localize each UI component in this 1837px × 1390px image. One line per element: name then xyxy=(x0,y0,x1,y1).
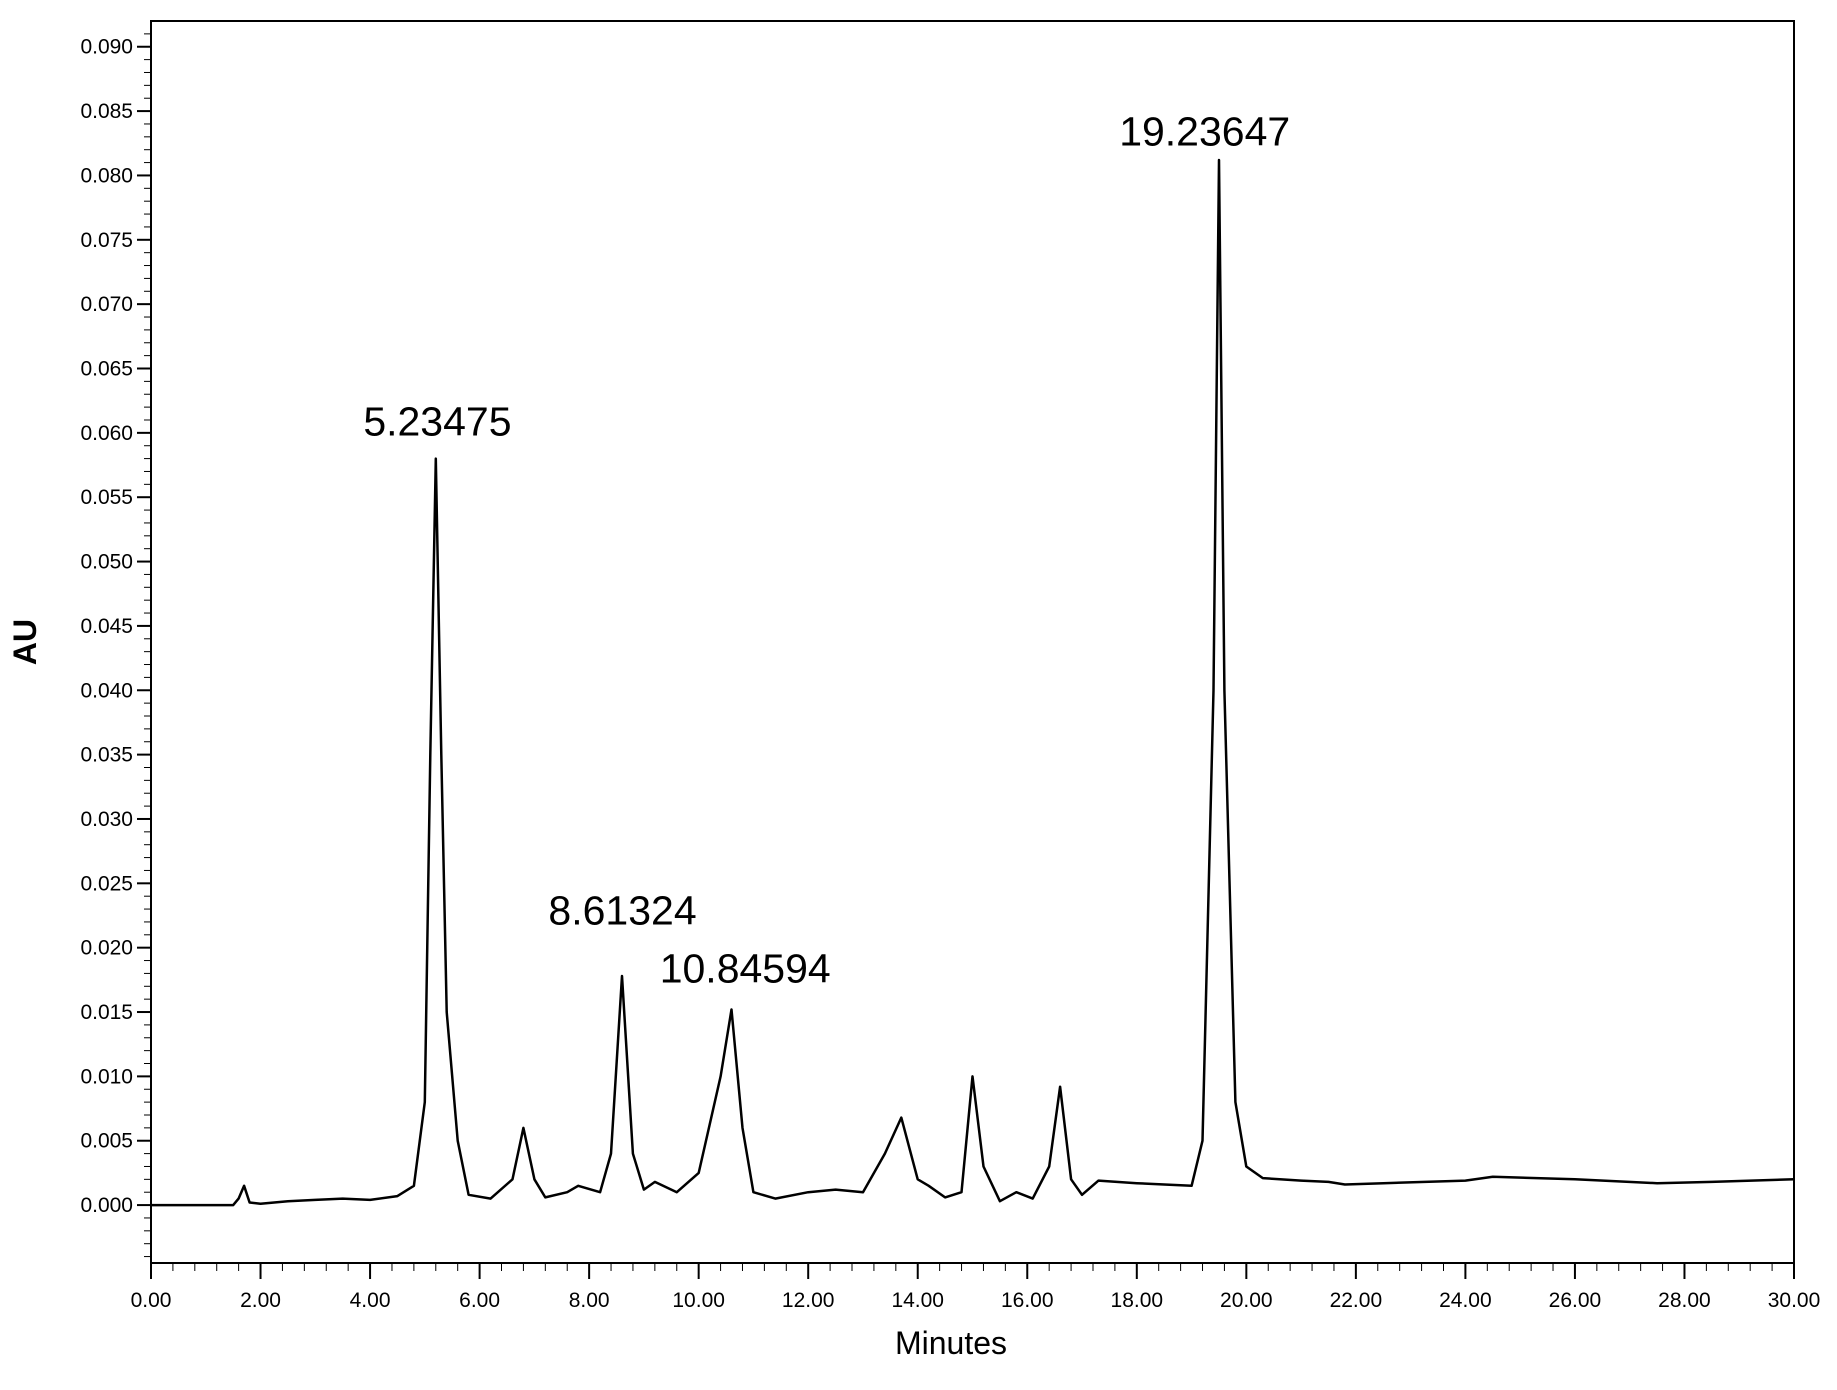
x-axis-ticks: 0.00 2.00 4.00 6.00 8.00 10.00 12.00 14.00 16.00… xyxy=(131,1263,1821,1312)
y-tick-label: 0.055 xyxy=(80,486,133,509)
x-tick-label: 16.00 xyxy=(1001,1289,1054,1312)
x-tick-label: 6.00 xyxy=(459,1289,500,1312)
y-tick-label: 0.080 xyxy=(80,164,133,187)
x-tick-label: 24.00 xyxy=(1439,1289,1492,1312)
y-tick-label: 0.050 xyxy=(80,551,133,574)
peak-label: 8.61324 xyxy=(548,887,696,933)
y-tick-label: 0.045 xyxy=(80,615,133,638)
peak-labels: 5.23475 8.61324 10.84594 19.23647 xyxy=(363,109,1290,992)
x-tick-label: 4.00 xyxy=(350,1289,391,1312)
y-tick-label: 0.075 xyxy=(80,229,133,252)
chromatogram-trace xyxy=(151,158,1795,1207)
x-tick-label: 22.00 xyxy=(1330,1289,1383,1312)
peak-label: 19.23647 xyxy=(1119,109,1290,155)
x-tick-label: 8.00 xyxy=(569,1289,610,1312)
y-tick-label: 0.010 xyxy=(80,1065,133,1088)
plot-frame xyxy=(150,20,1795,1264)
x-tick-label: 10.00 xyxy=(672,1289,725,1312)
peak-label: 10.84594 xyxy=(660,945,831,991)
x-minor-ticks xyxy=(150,1263,1795,1271)
y-tick-label: 0.060 xyxy=(80,422,133,445)
y-axis-ticks: 0.000 0.005 0.010 0.015 0.020 0.025 0.030 0.035… xyxy=(80,36,151,1217)
y-tick-label: 0.000 xyxy=(80,1194,133,1217)
x-axis-title: Minutes xyxy=(895,1325,1007,1361)
y-tick-label: 0.025 xyxy=(80,872,133,895)
y-minor-ticks xyxy=(144,33,151,1258)
y-tick-label: 0.015 xyxy=(80,1001,133,1024)
y-tick-label: 0.085 xyxy=(80,100,133,123)
y-tick-label: 0.040 xyxy=(80,679,133,702)
x-tick-label: 18.00 xyxy=(1111,1289,1164,1312)
y-tick-label: 0.020 xyxy=(80,937,133,960)
x-tick-label: 14.00 xyxy=(891,1289,944,1312)
y-tick-label: 0.035 xyxy=(80,744,133,767)
y-axis-title: AU xyxy=(7,619,43,665)
y-tick-label: 0.005 xyxy=(80,1130,133,1153)
y-tick-label: 0.070 xyxy=(80,293,133,316)
y-tick-label: 0.030 xyxy=(80,808,133,831)
y-tick-label: 0.090 xyxy=(80,36,133,59)
x-tick-label: 12.00 xyxy=(782,1289,835,1312)
x-tick-label: 26.00 xyxy=(1549,1289,1602,1312)
x-tick-label: 30.00 xyxy=(1768,1289,1821,1312)
x-tick-label: 20.00 xyxy=(1220,1289,1273,1312)
y-tick-label: 0.065 xyxy=(80,358,133,381)
x-tick-label: 28.00 xyxy=(1658,1289,1711,1312)
x-tick-label: 2.00 xyxy=(240,1289,281,1312)
x-tick-label: 0.00 xyxy=(131,1289,172,1312)
peak-label: 5.23475 xyxy=(363,398,511,444)
